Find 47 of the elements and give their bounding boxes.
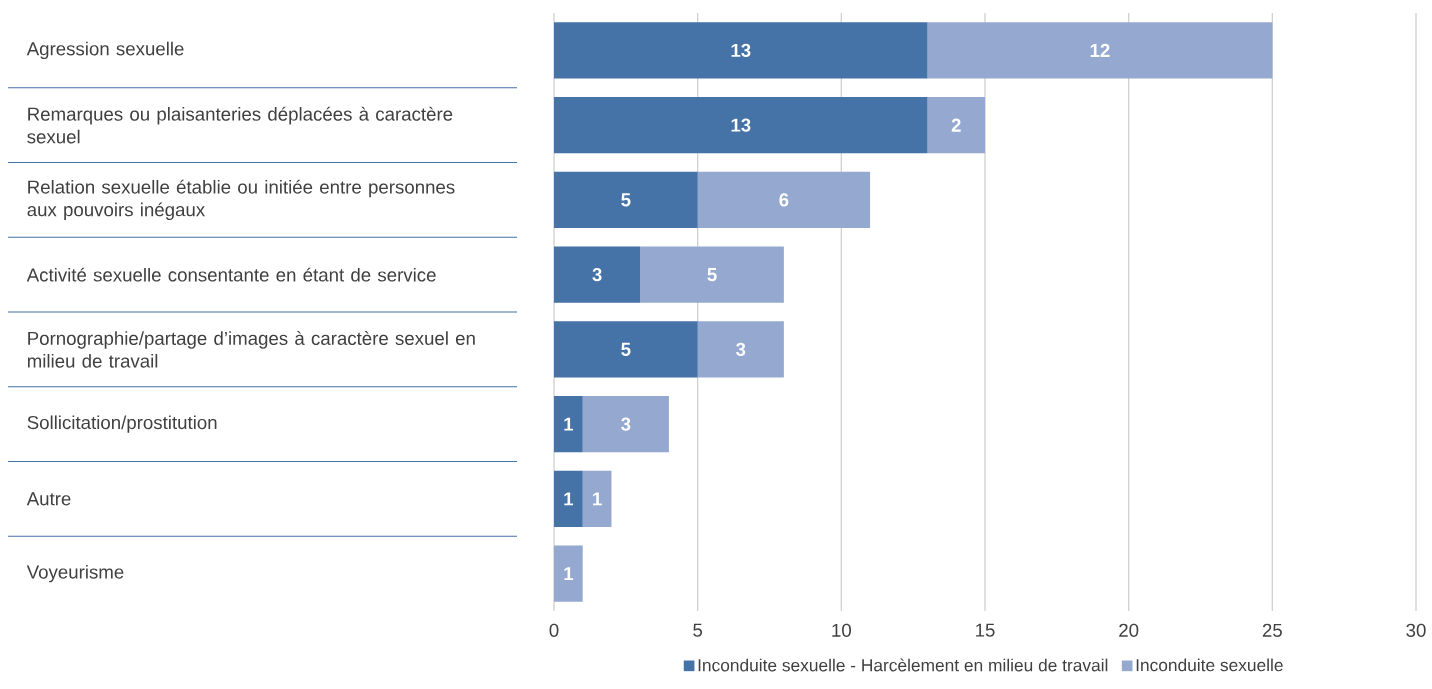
bar bbox=[697, 321, 784, 378]
data-label: 12 bbox=[1090, 43, 1110, 57]
data-label: 1 bbox=[593, 492, 602, 506]
y-tick-label: Voyeurisme bbox=[26, 564, 124, 583]
bar bbox=[554, 246, 641, 303]
bar bbox=[640, 246, 784, 303]
bar bbox=[554, 470, 583, 527]
x-tick-label: 5 bbox=[693, 623, 703, 637]
data-label: 5 bbox=[707, 268, 717, 282]
legend-label: Inconduite sexuelle bbox=[1136, 658, 1283, 672]
data-label: 3 bbox=[621, 417, 631, 431]
y-tick-label: Sollicitation/prostitution bbox=[27, 415, 217, 433]
data-label: 1 bbox=[564, 567, 574, 581]
data-label: 13 bbox=[731, 43, 751, 57]
data-label: 3 bbox=[736, 342, 746, 356]
bar bbox=[554, 171, 698, 228]
y-tick-label: Activité sexuelle consentante en étant de service bbox=[26, 267, 436, 282]
bar bbox=[927, 22, 1273, 79]
bar bbox=[554, 545, 583, 602]
bar bbox=[554, 396, 583, 453]
data-label: 2 bbox=[951, 118, 961, 132]
data-label: 13 bbox=[731, 118, 751, 132]
bar bbox=[554, 321, 698, 378]
data-label: 6 bbox=[779, 193, 789, 207]
legend-label: Inconduite sexuelle - Harcèlement en milieu de travail bbox=[698, 658, 1108, 672]
data-label: 3 bbox=[592, 267, 602, 282]
bar bbox=[582, 396, 669, 453]
y-tick-label: Remarques ou plaisanteries déplacées à caractère sexuel bbox=[27, 106, 453, 144]
x-tick-label: 30 bbox=[1406, 623, 1426, 637]
x-tick-label: 25 bbox=[1262, 623, 1282, 637]
bar bbox=[697, 171, 871, 228]
bar bbox=[554, 97, 928, 154]
data-label: 1 bbox=[564, 417, 574, 431]
y-tick-label: Agression sexuelle bbox=[26, 41, 184, 60]
y-tick-label: Pornographie/partage d’images à caractère sexuel en milieu de travail bbox=[27, 331, 475, 368]
data-label: 5 bbox=[621, 193, 631, 207]
y-tick-label: Autre bbox=[26, 492, 71, 506]
bar bbox=[927, 97, 985, 154]
y-tick-label: Relation sexuelle établie ou initiée entre personnes aux pouvoirs inégaux bbox=[27, 179, 455, 221]
x-tick-label: 20 bbox=[1119, 623, 1139, 637]
bar bbox=[582, 470, 612, 527]
x-tick-label: 10 bbox=[832, 623, 851, 637]
x-tick-label: 0 bbox=[549, 623, 559, 637]
x-tick-label: 15 bbox=[976, 623, 995, 637]
data-label: 5 bbox=[621, 342, 631, 356]
data-label: 1 bbox=[564, 492, 574, 506]
bar bbox=[554, 22, 928, 79]
